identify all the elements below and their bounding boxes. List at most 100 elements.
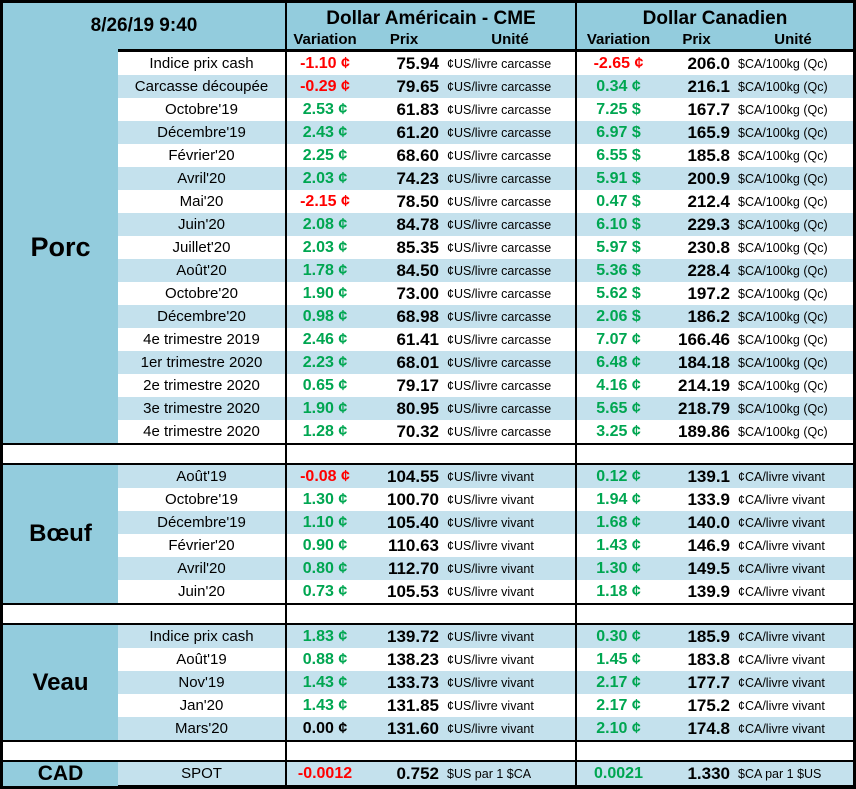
column-divider: [285, 648, 287, 671]
table-row: Décembre'20 0.98 ¢ 68.98 ¢US/livre carcasse…: [118, 305, 853, 328]
us-price-cell: 110.63: [387, 535, 439, 555]
row-label: 3e trimestre 2020: [143, 400, 260, 417]
column-divider: [285, 374, 287, 397]
ca-unit-cell: $CA/100kg (Qc): [738, 240, 828, 255]
row-label: Août'19: [176, 468, 227, 485]
us-variation-cell: 1.43 ¢: [302, 673, 348, 691]
row-label: 2e trimestre 2020: [143, 377, 260, 394]
row-label: Décembre'20: [157, 308, 246, 325]
table-row: Octobre'20 1.90 ¢ 73.00 ¢US/livre carcasse 5…: [118, 282, 853, 305]
row-label: Juin'20: [177, 216, 226, 233]
ca-price-cell: 166.46: [678, 329, 730, 349]
table-row: Nov'19 1.43 ¢ 133.73 ¢US/livre vivant 2.17 ¢…: [118, 671, 853, 694]
us-price-cell: 112.70: [387, 558, 439, 578]
us-price-cell: 85.35: [396, 237, 439, 257]
column-divider: [285, 167, 287, 190]
row-label: Février'20: [168, 537, 235, 554]
us-unit-cell: ¢US/livre vivant: [447, 561, 534, 576]
ca-variation-cell: 7.07 ¢: [596, 330, 641, 348]
us-variation-cell: -0.08 ¢: [300, 467, 350, 485]
ca-variation-column-header: Variation: [586, 30, 651, 48]
row-label: Décembre'19: [157, 514, 246, 531]
column-divider: [575, 328, 577, 351]
separator-line: [3, 443, 853, 445]
ca-unit-cell: $CA/100kg (Qc): [738, 194, 828, 209]
ca-unit-cell: ¢CA/livre vivant: [738, 469, 825, 484]
table-row: Juin'20 0.73 ¢ 105.53 ¢US/livre vivant 1.18 …: [118, 580, 853, 603]
ca-unit-cell: $CA/100kg (Qc): [738, 171, 828, 186]
us-unit-cell: ¢US/livre vivant: [447, 675, 534, 690]
column-divider: [285, 328, 287, 351]
table-row: 1er trimestre 2020 2.23 ¢ 68.01 ¢US/livre c…: [118, 351, 853, 374]
us-price-cell: 133.73: [387, 672, 439, 692]
ca-price-cell: 184.18: [678, 352, 730, 372]
column-divider: [575, 557, 577, 580]
table-row: Février'20 2.25 ¢ 68.60 ¢US/livre carcasse 6…: [118, 144, 853, 167]
us-variation-cell: 2.03 ¢: [302, 238, 348, 256]
us-unit-cell: ¢US/livre vivant: [447, 698, 534, 713]
ca-variation-cell: 5.97 $: [596, 238, 641, 256]
column-divider: [285, 3, 287, 49]
table-row: Février'20 0.90 ¢ 110.63 ¢US/livre vivant 1.…: [118, 534, 853, 557]
us-price-cell: 68.60: [396, 145, 439, 165]
ca-unit-cell: ¢CA/livre vivant: [738, 538, 825, 553]
column-divider: [575, 742, 577, 760]
us-price-cell: 138.23: [387, 649, 439, 669]
section-label: Veau: [3, 625, 118, 740]
us-variation-cell: 2.25 ¢: [302, 146, 348, 164]
column-divider: [575, 75, 577, 98]
us-price-cell: 0.752: [396, 763, 439, 783]
section-label-text: Veau: [32, 668, 89, 696]
column-divider: [575, 167, 577, 190]
row-label: 4e trimestre 2019: [143, 331, 260, 348]
us-unit-cell: ¢US/livre carcasse: [447, 217, 552, 232]
ca-unit-cell: $CA/100kg (Qc): [738, 424, 828, 439]
column-divider: [575, 236, 577, 259]
us-unit-cell: ¢US/livre vivant: [447, 538, 534, 553]
us-unit-cell: ¢US/livre carcasse: [447, 171, 552, 186]
column-divider: [285, 557, 287, 580]
separator-gap-cell: [3, 605, 285, 623]
section-bœuf: Bœuf Août'19 -0.08 ¢ 104.55 ¢US/livre vivant…: [3, 465, 853, 603]
column-divider: [285, 625, 287, 648]
column-divider: [285, 98, 287, 121]
ca-price-cell: 175.2: [687, 695, 730, 715]
column-divider: [285, 605, 287, 623]
us-price-cell: 105.40: [387, 512, 439, 532]
column-divider: [285, 465, 287, 488]
us-variation-cell: -0.29 ¢: [300, 77, 350, 95]
us-variation-cell: 1.28 ¢: [302, 422, 348, 440]
section-rows: SPOT -0.0012 0.752 $US par 1 $CA 0.0021 1.330…: [118, 762, 853, 786]
column-divider: [285, 671, 287, 694]
us-unit-cell: ¢US/livre carcasse: [447, 240, 552, 255]
column-divider: [575, 511, 577, 534]
ca-price-cell: 212.4: [687, 191, 730, 211]
ca-variation-cell: 0.12 ¢: [596, 467, 641, 485]
table-row: SPOT -0.0012 0.752 $US par 1 $CA 0.0021 1.330…: [118, 762, 853, 785]
us-subheader: Variation Prix Unité: [287, 29, 575, 49]
us-unit-cell: ¢US/livre carcasse: [447, 79, 552, 94]
us-unit-cell: ¢US/livre carcasse: [447, 286, 552, 301]
section-label: Bœuf: [3, 465, 118, 603]
us-variation-cell: 2.23 ¢: [302, 353, 348, 371]
column-divider: [285, 259, 287, 282]
row-label: Jan'20: [179, 697, 224, 714]
ca-variation-cell: 6.10 $: [596, 215, 641, 233]
us-price-cell: 61.41: [396, 329, 439, 349]
ca-unit-cell: $CA/100kg (Qc): [738, 56, 828, 71]
us-unit-cell: ¢US/livre vivant: [447, 515, 534, 530]
ca-unit-cell: $CA/100kg (Qc): [738, 79, 828, 94]
ca-variation-cell: 0.0021: [594, 764, 643, 782]
table-row: 3e trimestre 2020 1.90 ¢ 80.95 ¢US/livre ca…: [118, 397, 853, 420]
column-divider: [575, 190, 577, 213]
us-variation-cell: 0.65 ¢: [302, 376, 348, 394]
us-unit-cell: ¢US/livre carcasse: [447, 125, 552, 140]
us-variation-cell: 2.46 ¢: [302, 330, 348, 348]
us-unit-cell: ¢US/livre carcasse: [447, 102, 552, 117]
ca-unit-cell: ¢CA/livre vivant: [738, 515, 825, 530]
table-row: Avril'20 2.03 ¢ 74.23 ¢US/livre carcasse 5.9…: [118, 167, 853, 190]
table-row: Indice prix cash -1.10 ¢ 75.94 ¢US/livre ca…: [118, 52, 853, 75]
header-separator: [3, 49, 853, 52]
row-label: Mars'20: [175, 720, 228, 737]
